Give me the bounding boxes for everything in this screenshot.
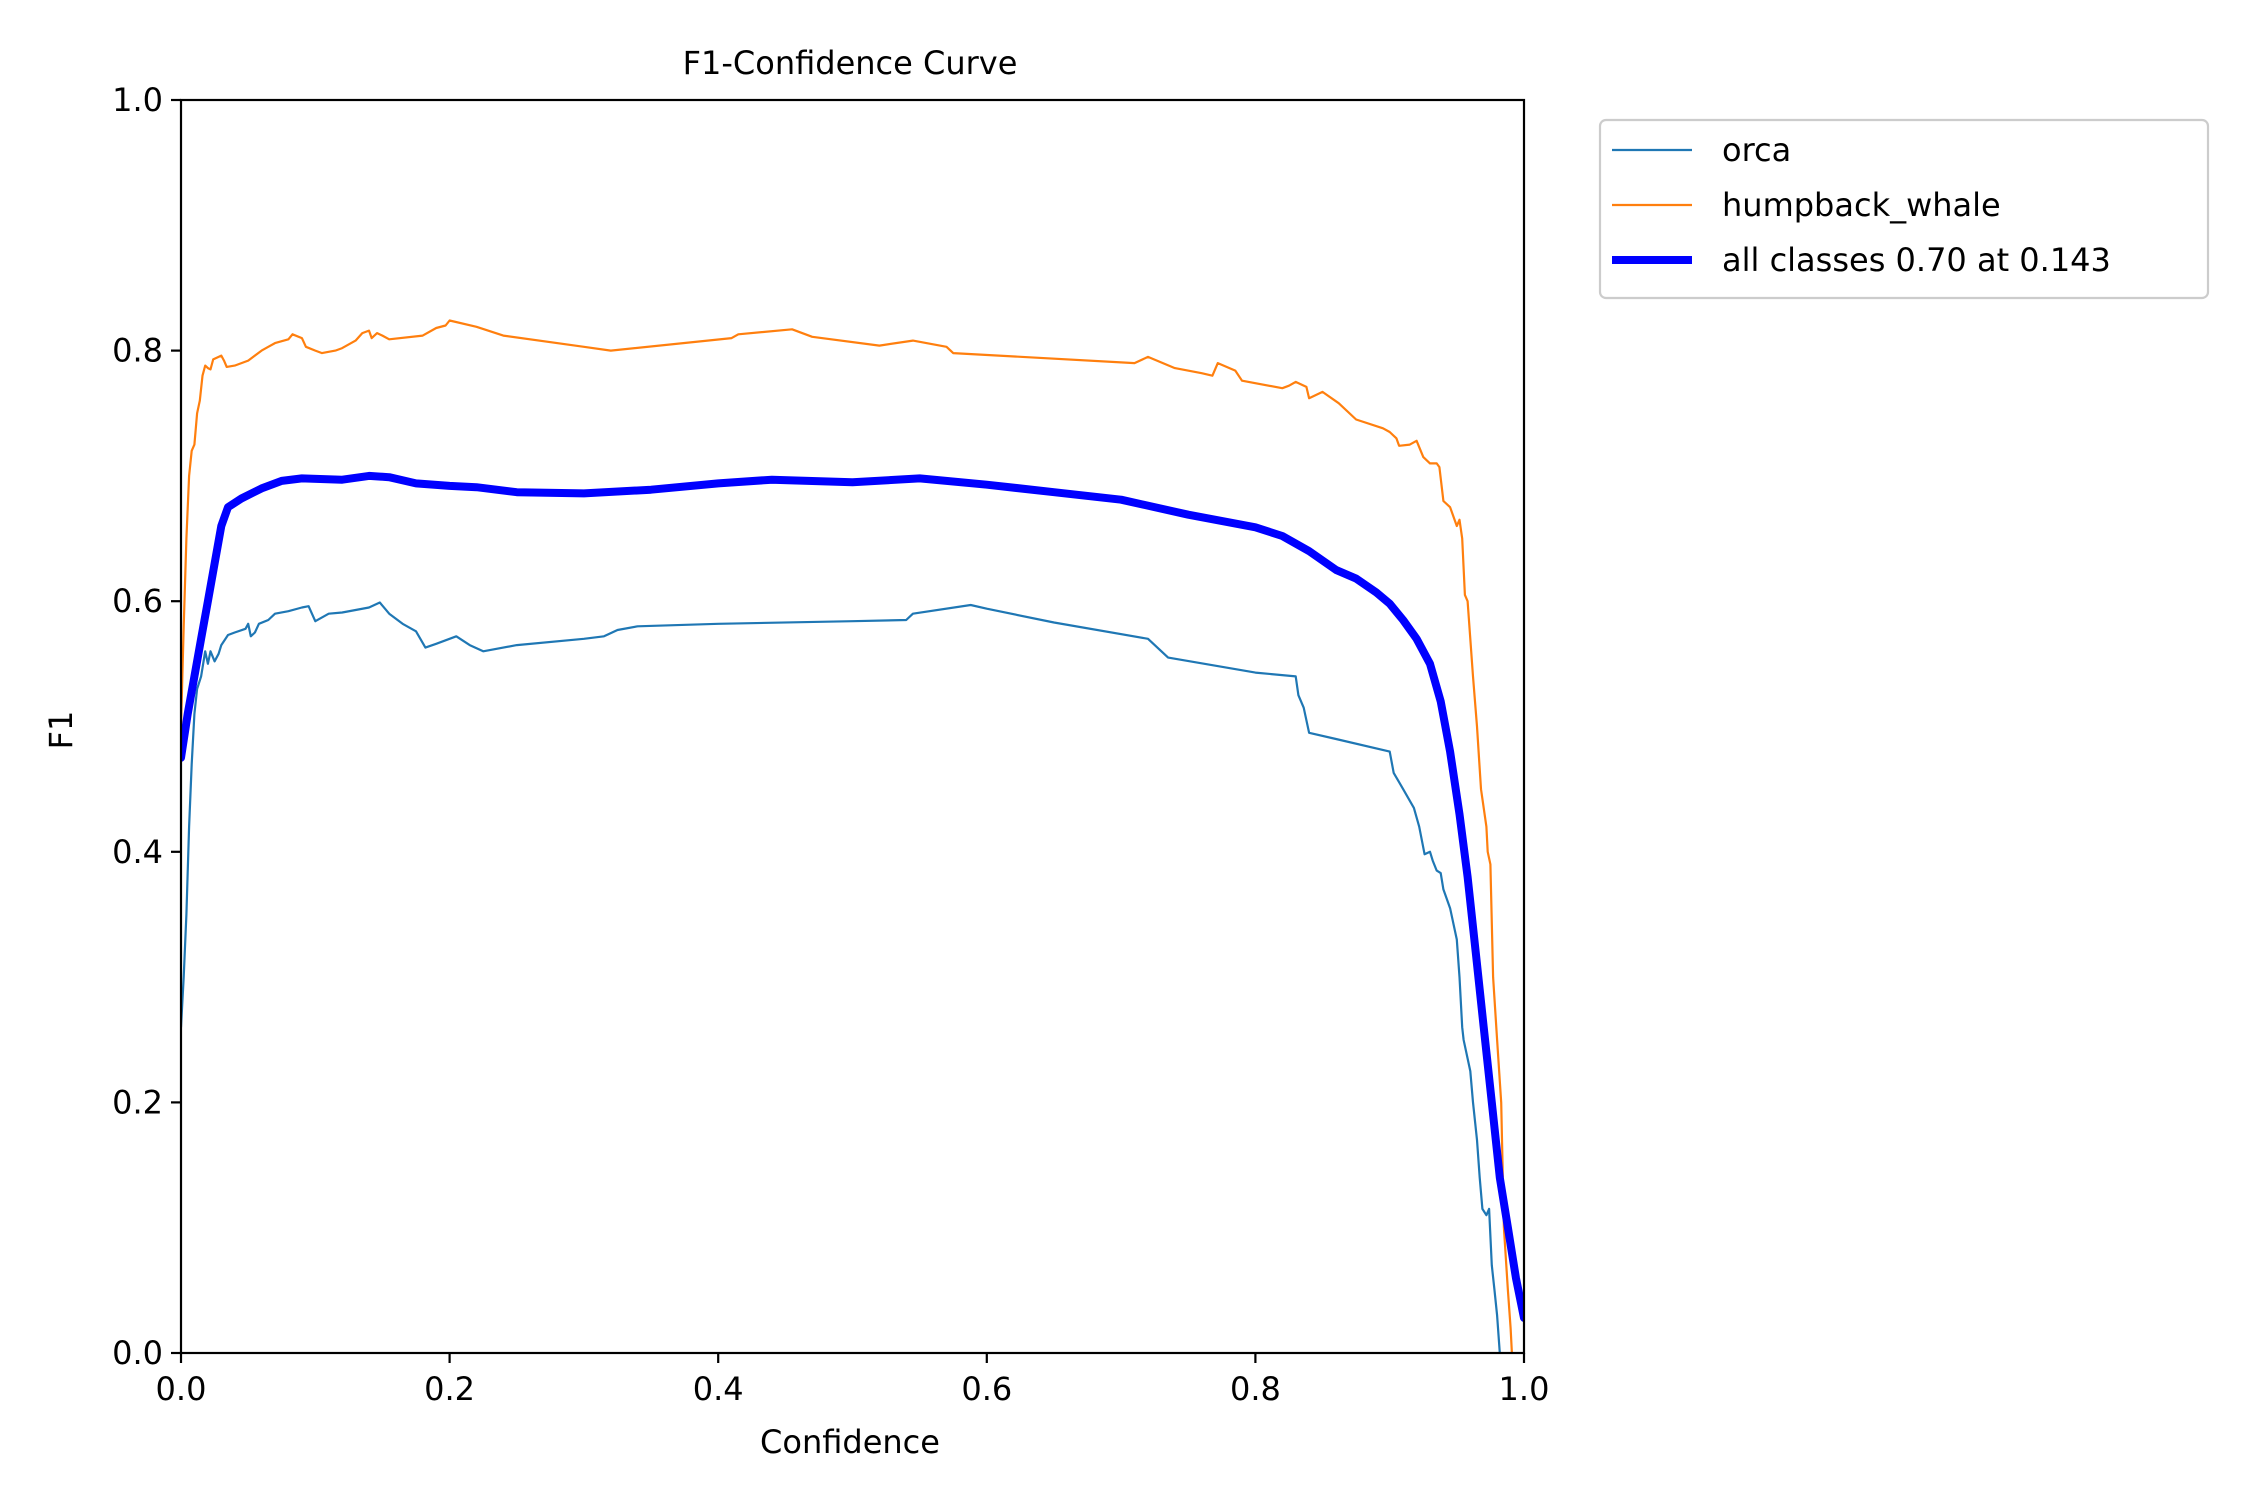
axes: 0.0 0.2 0.4 0.6 0.8 1.0 0.0 0.2 0.4 0.6 0.8 1.0 [112, 81, 1549, 1408]
legend-box [1598, 118, 2210, 300]
legend-label: humpback_whale [1722, 186, 2001, 224]
series-line-all-classes-0-70-at-0-143 [181, 471, 1524, 1322]
y-tick-label: 0.0 [112, 1334, 163, 1372]
plot-area [181, 319, 1524, 1353]
y-tick-label: 0.6 [112, 582, 163, 620]
y-tick-label: 0.4 [112, 833, 163, 871]
series-lines [181, 319, 1524, 1353]
chart-title: F1-Confidence Curve [683, 44, 1018, 82]
series-line-humpback-whale [181, 319, 1513, 1353]
series-line-orca [181, 601, 1501, 1353]
legend-label: orca [1722, 131, 1791, 169]
x-tick-label: 0.6 [961, 1370, 1012, 1408]
x-axis-label: Confidence [760, 1423, 940, 1461]
y-tick-label: 0.2 [112, 1083, 163, 1121]
x-tick-label: 0.4 [693, 1370, 744, 1408]
legend-label: all classes 0.70 at 0.143 [1722, 241, 2111, 279]
y-tick-label: 1.0 [112, 81, 163, 119]
x-tick-label: 1.0 [1499, 1370, 1550, 1408]
y-tick-label: 0.8 [112, 332, 163, 370]
x-tick-label: 0.2 [424, 1370, 475, 1408]
x-tick-label: 0.0 [156, 1370, 207, 1408]
y-axis-label: F1 [42, 711, 80, 750]
x-tick-label: 0.8 [1230, 1370, 1281, 1408]
axes-frame [179, 98, 1526, 1355]
